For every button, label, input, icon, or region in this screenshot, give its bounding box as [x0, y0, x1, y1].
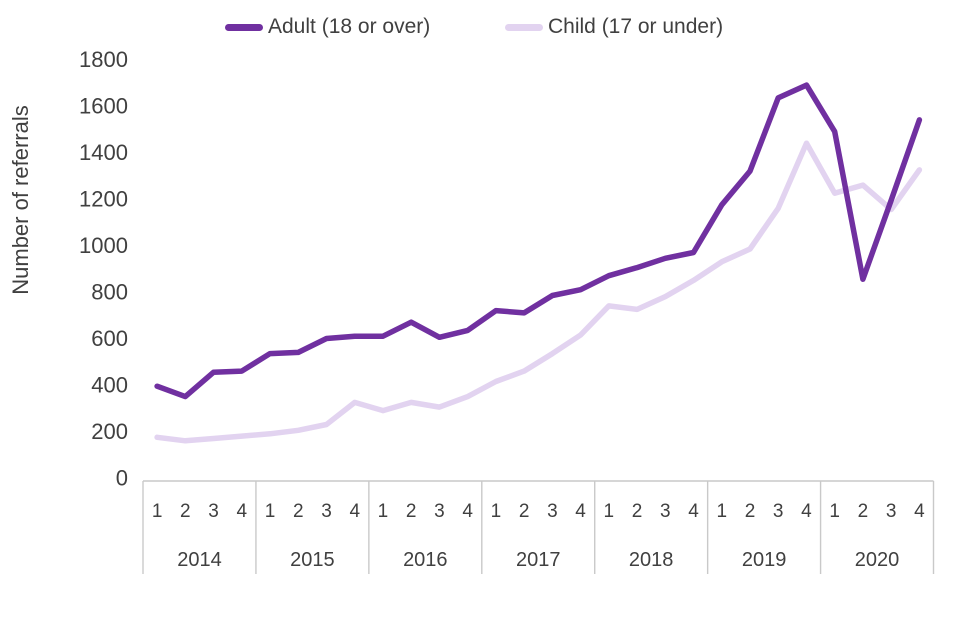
y-tick-label: 1000 [79, 233, 128, 258]
y-tick-label: 400 [91, 373, 128, 398]
adult-line-swatch-icon [225, 23, 263, 31]
y-tick-label: 600 [91, 326, 128, 351]
child-line-swatch-icon [505, 23, 543, 31]
quarter-tick-label: 2 [858, 501, 869, 522]
y-tick-label: 1400 [79, 140, 128, 165]
quarter-tick-label: 3 [547, 501, 558, 522]
quarter-tick-label: 4 [914, 501, 925, 522]
y-tick-label: 800 [91, 280, 128, 305]
year-label: 2018 [629, 549, 674, 571]
quarter-tick-label: 1 [152, 501, 163, 522]
quarter-tick-label: 1 [716, 501, 727, 522]
quarter-tick-label: 1 [378, 501, 389, 522]
quarter-tick-label: 3 [321, 501, 332, 522]
quarter-tick-label: 2 [180, 501, 191, 522]
quarter-tick-label: 4 [575, 501, 586, 522]
legend-item-adult: Adult (18 or over) [225, 14, 430, 40]
y-tick-label: 1800 [79, 47, 128, 72]
year-label: 2019 [742, 549, 787, 571]
quarter-tick-label: 1 [829, 501, 840, 522]
adult-series-line [154, 82, 923, 400]
quarter-tick-label: 4 [462, 501, 473, 522]
y-tick-label: 1600 [79, 94, 128, 119]
legend-label-child: Child (17 or under) [548, 15, 724, 38]
quarter-tick-label: 3 [886, 501, 897, 522]
y-tick-label: 200 [91, 419, 128, 444]
year-label: 2015 [290, 549, 335, 571]
y-tick-label: 0 [116, 466, 128, 491]
quarter-tick-label: 4 [237, 501, 248, 522]
quarter-tick-label: 3 [208, 501, 219, 522]
year-label: 2014 [177, 549, 222, 571]
quarter-tick-label: 3 [773, 501, 784, 522]
quarter-tick-label: 2 [293, 501, 304, 522]
legend-label-adult: Adult (18 or over) [268, 15, 431, 38]
quarter-tick-label: 3 [434, 501, 445, 522]
chart-legend: Adult (18 or over) Child (17 or under) [0, 0, 960, 40]
quarter-tick-label: 1 [265, 501, 276, 522]
child-series-line [154, 140, 923, 444]
quarter-tick-label: 2 [745, 501, 756, 522]
quarter-tick-label: 4 [349, 501, 360, 522]
quarter-tick-label: 2 [519, 501, 530, 522]
quarter-tick-label: 1 [491, 501, 502, 522]
legend-item-child: Child (17 or under) [505, 14, 723, 40]
quarter-tick-label: 3 [660, 501, 671, 522]
quarter-tick-label: 1 [604, 501, 615, 522]
quarter-tick-label: 2 [406, 501, 417, 522]
year-label: 2020 [855, 549, 900, 571]
year-label: 2017 [516, 549, 561, 571]
quarter-tick-label: 2 [632, 501, 643, 522]
quarter-tick-label: 4 [801, 501, 812, 522]
quarter-tick-label: 4 [688, 501, 699, 522]
year-label: 2016 [403, 549, 448, 571]
y-tick-label: 1200 [79, 187, 128, 212]
